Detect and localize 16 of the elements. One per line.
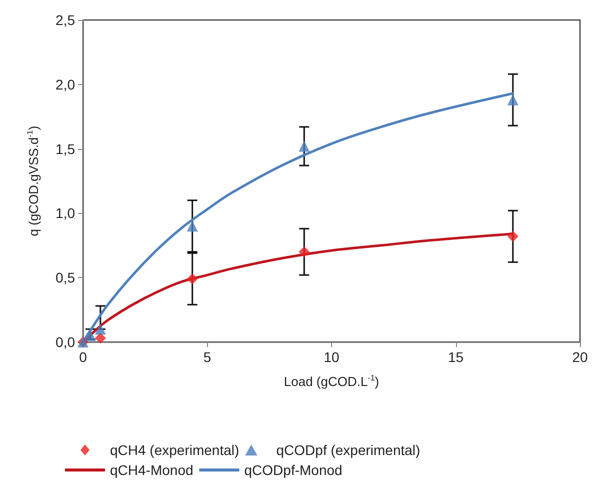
x-tick-label: 10 xyxy=(324,349,340,365)
x-tick-label: 15 xyxy=(448,349,464,365)
legend-label: qCODpf (experimental) xyxy=(276,442,420,458)
y-tick-label: 2,5 xyxy=(56,12,76,28)
x-tick-label: 5 xyxy=(203,349,212,365)
y-axis-title: q (gCOD.gVSS.d-1) xyxy=(26,126,41,236)
y-tick-label: 0,0 xyxy=(56,334,76,350)
x-tick-label: 20 xyxy=(572,349,588,365)
y-tick-label: 1,0 xyxy=(56,205,76,222)
y-tick-label: 1,5 xyxy=(56,140,76,157)
legend-label: qCH4-Monod xyxy=(110,462,194,478)
legend-label: qCH4 (experimental) xyxy=(110,442,240,458)
legend-label: qCODpf-Monod xyxy=(244,462,342,478)
y-tick-label: 0,5 xyxy=(56,270,76,286)
y-tick-label: 2,0 xyxy=(56,76,76,92)
x-tick-label: 0 xyxy=(79,349,88,365)
